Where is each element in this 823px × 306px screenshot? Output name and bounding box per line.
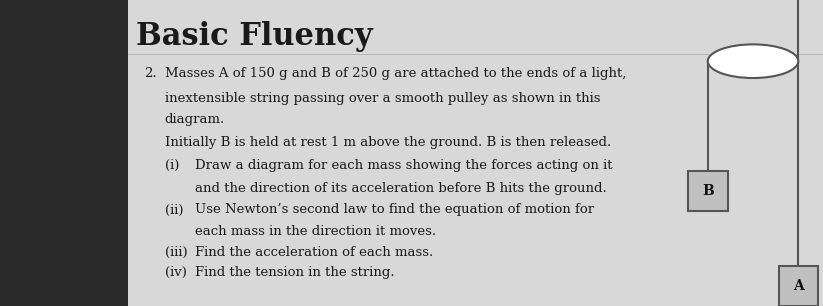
Text: Draw a diagram for each mass showing the forces acting on it: Draw a diagram for each mass showing the… — [195, 159, 612, 172]
Text: Initially B is held at rest 1 m above the ground. B is then released.: Initially B is held at rest 1 m above th… — [165, 136, 611, 149]
Text: (ii): (ii) — [165, 203, 183, 216]
Text: A: A — [793, 279, 804, 293]
Text: Find the acceleration of each mass.: Find the acceleration of each mass. — [195, 246, 433, 259]
Text: Find the tension in the string.: Find the tension in the string. — [195, 266, 395, 279]
Text: each mass in the direction it moves.: each mass in the direction it moves. — [195, 225, 436, 238]
Text: diagram.: diagram. — [165, 113, 225, 126]
Text: inextensible string passing over a smooth pulley as shown in this: inextensible string passing over a smoot… — [165, 92, 600, 105]
Text: Use Newton’s second law to find the equation of motion for: Use Newton’s second law to find the equa… — [195, 203, 594, 216]
Text: Masses A of 150 g and B of 250 g are attached to the ends of a light,: Masses A of 150 g and B of 250 g are att… — [165, 67, 626, 80]
Bar — [688, 171, 728, 211]
Text: (i): (i) — [165, 159, 179, 172]
Text: and the direction of its acceleration before B hits the ground.: and the direction of its acceleration be… — [195, 182, 607, 195]
Bar — [0, 0, 128, 306]
Text: Basic Fluency: Basic Fluency — [136, 21, 373, 52]
Circle shape — [708, 44, 798, 78]
Text: B: B — [702, 184, 714, 198]
Text: (iv): (iv) — [165, 266, 187, 279]
Bar — [779, 266, 818, 306]
Text: 2.: 2. — [144, 67, 156, 80]
Text: (iii): (iii) — [165, 246, 187, 259]
